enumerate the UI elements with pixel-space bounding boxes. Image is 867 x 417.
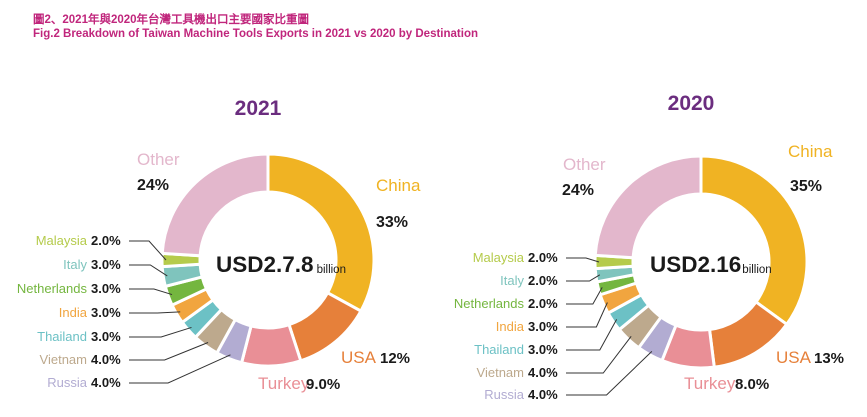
leader-line-italy [129,264,168,277]
slice-china [266,152,376,314]
slice-china [699,154,809,327]
chart-title: 2021 [235,97,282,120]
label-other: Other [137,150,180,169]
pct-netherlands: 3.0% [91,281,121,296]
pct-china: 33% [376,214,408,231]
pct-italy: 3.0% [91,257,121,272]
label-italy: Italy [500,273,524,288]
pct-turkey: 9.0% [306,376,340,393]
label-thailand: Thailand [474,342,524,357]
pct-vietnam: 4.0% [528,365,558,380]
pct-thailand: 3.0% [91,329,121,344]
total-value: USD2.7.8 billion [216,252,346,277]
label-china: China [788,142,833,161]
pct-other: 24% [562,182,594,199]
leader-line-vietnam [129,342,209,361]
label-malaysia: Malaysia [473,250,525,265]
label-usa: USA [776,348,812,367]
leader-line-russia [129,354,231,384]
leader-line-russia [566,351,653,396]
leader-line-malaysia [129,240,167,261]
figure-title-chinese: 圖2、2021年與2020年台灣工具機出口主要國家比重圖 [33,14,310,26]
pct-turkey: 8.0% [735,376,769,393]
label-india: India [496,319,525,334]
slice-other [160,152,270,258]
label-usa: USA [341,348,377,367]
figure-title-english: Fig.2 Breakdown of Taiwan Machine Tools … [33,28,478,40]
label-russia: Russia [484,387,525,402]
label-netherlands: Netherlands [17,281,88,296]
pct-usa: 13% [814,350,844,367]
label-netherlands: Netherlands [454,296,525,311]
chart-title: 2020 [668,92,715,115]
pct-vietnam: 4.0% [91,352,121,367]
slice-other [593,154,703,260]
leader-line-netherlands [129,288,173,296]
pct-china: 35% [790,178,822,195]
pct-india: 3.0% [91,305,121,320]
leader-line-vietnam [566,336,632,374]
pct-thailand: 3.0% [528,342,558,357]
leader-line-netherlands [566,287,603,305]
donut-chart-2020: 2020 USD2.16billion China 35% USA 13% Turkey 8.… [454,92,844,402]
leader-line-thailand [566,319,618,351]
pct-russia: 4.0% [91,375,121,390]
label-turkey: Turkey [684,374,736,393]
label-thailand: Thailand [37,329,87,344]
total-value: USD2.16billion [650,252,772,277]
pct-india: 3.0% [528,319,558,334]
label-other: Other [563,155,606,174]
label-china: China [376,176,421,195]
pct-italy: 2.0% [528,273,558,288]
label-russia: Russia [47,375,88,390]
label-vietnam: Vietnam [40,352,87,367]
pct-russia: 4.0% [528,387,558,402]
label-vietnam: Vietnam [477,365,524,380]
label-india: India [59,305,88,320]
leader-line-malaysia [566,257,600,263]
label-turkey: Turkey [258,374,310,393]
pct-other: 24% [137,177,169,194]
pct-usa: 12% [380,350,410,367]
leader-line-italy [566,274,601,282]
pct-malaysia: 2.0% [528,250,558,265]
donut-chart-2021: 2021 USD2.7.8 billion China 33% USA 12% Turkey9… [17,97,421,393]
pct-netherlands: 2.0% [528,296,558,311]
pct-malaysia: 2.0% [91,233,121,248]
label-malaysia: Malaysia [36,233,88,248]
label-italy: Italy [63,257,87,272]
leader-line-india [566,302,608,328]
leader-line-thailand [129,326,192,338]
leader-line-india [129,311,181,314]
